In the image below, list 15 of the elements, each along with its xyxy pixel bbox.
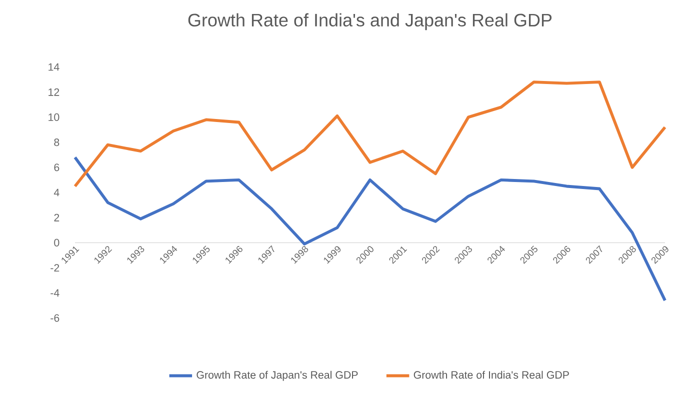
legend-label: Growth Rate of Japan's Real GDP — [196, 370, 358, 381]
y-tick-label: 12 — [48, 88, 60, 96]
y-tick-label: 10 — [48, 113, 60, 121]
y-tick-label: -6 — [50, 314, 60, 322]
y-tick-label: 14 — [48, 63, 60, 71]
y-tick-label: -4 — [50, 289, 60, 297]
y-tick-label: 4 — [54, 188, 60, 196]
legend-label: Growth Rate of India's Real GDP — [414, 370, 569, 379]
chart-title: Growth Rate of India's and Japan's Real GDP — [188, 13, 552, 30]
y-tick-label: 6 — [54, 164, 60, 172]
y-tick-label: 2 — [54, 214, 60, 222]
y-tick-label: 8 — [54, 138, 60, 146]
y-tick-label: 0 — [54, 238, 60, 246]
line-series — [74, 80, 666, 188]
y-tick-label: -2 — [50, 264, 60, 272]
